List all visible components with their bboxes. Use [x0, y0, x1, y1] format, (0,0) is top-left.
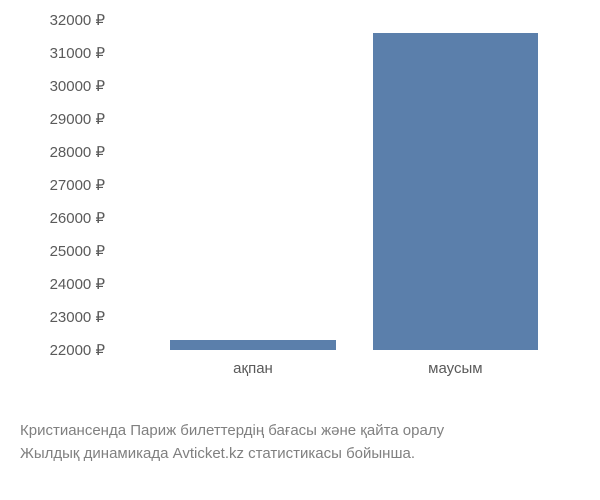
y-tick-label: 28000 ₽: [20, 143, 105, 161]
y-tick-label: 27000 ₽: [20, 176, 105, 194]
bar-chart: 22000 ₽ 23000 ₽ 24000 ₽ 25000 ₽ 26000 ₽ 27000…: [20, 20, 580, 400]
chart-caption: Кристиансенда Париж билеттердің бағасы ж…: [20, 420, 580, 465]
caption-line-1: Жылдық динамикада Avticket.kz статистика…: [20, 443, 580, 466]
plot-area: [115, 20, 575, 350]
y-axis: 22000 ₽23000 ₽24000 ₽25000 ₽26000 ₽27000…: [20, 20, 110, 350]
y-tick-label: 25000 ₽: [20, 242, 105, 260]
bar-1: [373, 33, 539, 350]
y-tick-label: 22000 ₽: [20, 341, 105, 359]
y-tick-label: 26000 ₽: [20, 209, 105, 227]
y-tick-label: 23000 ₽: [20, 308, 105, 326]
y-tick-label: 31000 ₽: [20, 44, 105, 62]
x-label-1: маусым: [428, 360, 482, 377]
x-label-0: ақпан: [233, 360, 273, 377]
y-tick-label: 24000 ₽: [20, 275, 105, 293]
caption-line-0: Кристиансенда Париж билеттердің бағасы ж…: [20, 420, 580, 443]
y-tick-label: 29000 ₽: [20, 110, 105, 128]
x-axis: ақпан маусым: [115, 360, 575, 390]
bar-0: [170, 340, 336, 350]
y-tick-label: 32000 ₽: [20, 11, 105, 29]
y-tick-label: 30000 ₽: [20, 77, 105, 95]
